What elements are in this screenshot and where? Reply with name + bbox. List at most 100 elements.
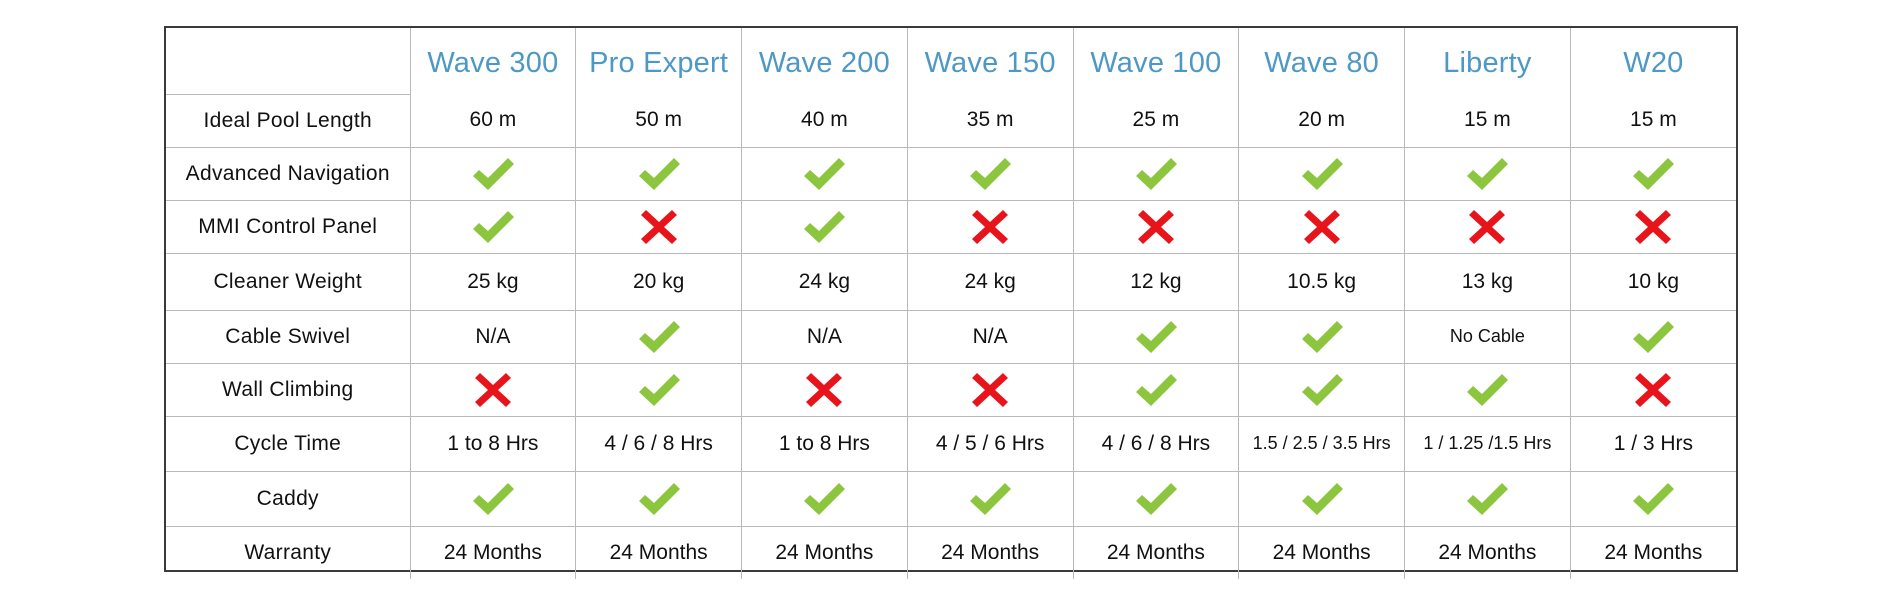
check-cell [906, 146, 1074, 201]
value-cell: 10 kg [1569, 252, 1736, 311]
cross-cell [1072, 199, 1240, 254]
check-icon [470, 155, 516, 193]
cross-icon [640, 208, 678, 246]
value-cell: 25 kg [409, 252, 577, 311]
value-cell: 20 m [1238, 94, 1405, 148]
cross-cell [741, 362, 908, 417]
check-cell [1404, 470, 1571, 527]
comparison-table-frame: Wave 300 Pro Expert Wave 200 Wave 150 Wa… [164, 26, 1738, 579]
row-label: Ideal Pool Length [166, 94, 411, 148]
check-icon [801, 480, 847, 518]
cross-cell [1238, 199, 1405, 254]
value-cell: 24 Months [1404, 525, 1571, 579]
row-label: Cable Swivel [166, 309, 411, 364]
comparison-table-body: Ideal Pool Length 60 m 50 m 40 m 35 m 25 m 20 … [166, 94, 1736, 579]
check-icon [1630, 318, 1676, 356]
check-icon [1133, 480, 1179, 518]
product-header: Wave 80 [1238, 28, 1405, 94]
value-cell: N/A [409, 309, 577, 364]
check-cell [1072, 362, 1240, 417]
table-row: Cleaner Weight 25 kg 20 kg 24 kg 24 kg 12 kg 1… [166, 252, 1736, 311]
value-cell: 1.5 / 2.5 / 3.5 Hrs [1238, 415, 1405, 472]
cross-cell [575, 199, 742, 254]
cross-icon [1303, 208, 1341, 246]
row-label: Warranty [166, 525, 411, 579]
value-cell: 15 m [1569, 94, 1736, 148]
value-cell: 24 Months [409, 525, 577, 579]
value-cell: 10.5 kg [1238, 252, 1405, 311]
cross-icon [474, 371, 512, 409]
table-row: Warranty 24 Months 24 Months 24 Months 24 Mo… [166, 525, 1736, 579]
check-icon [636, 155, 682, 193]
table-row: MMI Control Panel [166, 199, 1736, 254]
product-header: Wave 150 [906, 28, 1074, 94]
row-label: Advanced Navigation [166, 146, 411, 201]
product-header: Wave 200 [741, 28, 908, 94]
check-icon [470, 208, 516, 246]
check-cell [1072, 146, 1240, 201]
check-cell [575, 470, 742, 527]
row-label: MMI Control Panel [166, 199, 411, 254]
check-cell [575, 146, 742, 201]
value-cell: 13 kg [1404, 252, 1571, 311]
row-label: Wall Climbing [166, 362, 411, 417]
product-header: Wave 300 [409, 28, 577, 94]
product-header: Liberty [1404, 28, 1571, 94]
value-cell: 24 Months [1072, 525, 1240, 579]
check-cell [1072, 309, 1240, 364]
cross-cell [1569, 362, 1736, 417]
value-cell: 1 to 8 Hrs [741, 415, 908, 472]
check-cell [409, 146, 577, 201]
row-label: Cycle Time [166, 415, 411, 472]
value-cell: 40 m [741, 94, 908, 148]
value-cell: 60 m [409, 94, 577, 148]
value-cell: 1 to 8 Hrs [409, 415, 577, 472]
check-icon [1299, 155, 1345, 193]
check-cell [1238, 146, 1405, 201]
cross-icon [971, 208, 1009, 246]
check-icon [1630, 155, 1676, 193]
check-icon [636, 318, 682, 356]
check-icon [1464, 371, 1510, 409]
check-icon [1133, 318, 1179, 356]
check-cell [409, 199, 577, 254]
cross-icon [1634, 371, 1672, 409]
cross-icon [805, 371, 843, 409]
comparison-table: Wave 300 Pro Expert Wave 200 Wave 150 Wa… [166, 28, 1736, 579]
check-cell [741, 146, 908, 201]
cross-icon [1634, 208, 1672, 246]
check-icon [967, 480, 1013, 518]
value-cell: 24 Months [906, 525, 1074, 579]
check-icon [636, 480, 682, 518]
value-cell: 1 / 1.25 /1.5 Hrs [1404, 415, 1571, 472]
check-cell [575, 309, 742, 364]
check-icon [1133, 155, 1179, 193]
value-cell: 12 kg [1072, 252, 1240, 311]
value-cell: 24 Months [1238, 525, 1405, 579]
cross-cell [409, 362, 577, 417]
value-cell: 4 / 5 / 6 Hrs [906, 415, 1074, 472]
check-cell [409, 470, 577, 527]
value-cell: 4 / 6 / 8 Hrs [1072, 415, 1240, 472]
check-cell [1404, 362, 1571, 417]
check-cell [1404, 146, 1571, 201]
check-icon [1630, 480, 1676, 518]
product-header: Wave 100 [1072, 28, 1240, 94]
table-row: Cycle Time 1 to 8 Hrs 4 / 6 / 8 Hrs 1 to 8 … [166, 415, 1736, 472]
row-label: Caddy [166, 470, 411, 527]
cross-cell [1404, 199, 1571, 254]
value-cell: No Cable [1404, 309, 1571, 364]
check-icon [1299, 318, 1345, 356]
value-cell: N/A [906, 309, 1074, 364]
value-cell: 4 / 6 / 8 Hrs [575, 415, 742, 472]
check-icon [1299, 480, 1345, 518]
header-corner-cell [166, 28, 411, 95]
check-cell [741, 470, 908, 527]
table-row: Advanced Navigation [166, 146, 1736, 201]
check-cell [1238, 309, 1405, 364]
check-cell [1238, 362, 1405, 417]
product-header: W20 [1569, 28, 1736, 94]
check-cell [1238, 470, 1405, 527]
check-cell [1569, 470, 1736, 527]
product-header: Pro Expert [575, 28, 742, 94]
